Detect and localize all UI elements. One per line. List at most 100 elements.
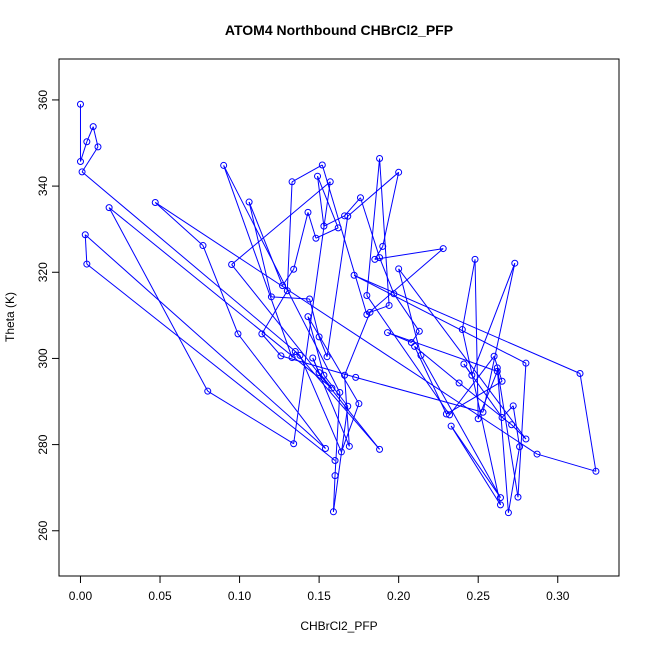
series-segment [84,234,326,449]
series-segment [332,406,349,512]
data-point [288,354,296,362]
series-segment [231,181,331,265]
data-point [245,198,253,206]
data-point [371,255,379,263]
series-segment [496,367,519,498]
data-point [344,212,352,220]
series-segment [261,290,288,335]
series-segment [307,212,317,239]
data-point [304,208,312,216]
data-point [296,351,304,359]
y-tick-label: 280 [36,434,50,454]
x-axis-label: CHBrCl2_PFP [300,619,377,633]
series-segment [450,425,501,498]
series-segment [317,176,339,229]
data-point [304,313,312,321]
data-point [352,373,360,381]
data-point [290,265,298,273]
data-point [329,508,337,516]
data-point [279,282,287,290]
data-point [493,364,501,372]
series-segment [202,245,239,335]
series-segment [312,357,350,447]
series-segment [280,355,356,378]
data-point [504,509,512,517]
series-segment [512,405,521,447]
series-segment [86,263,336,461]
data-point [455,379,463,387]
data-point [328,384,336,392]
series-segment [355,376,484,413]
data-point [228,261,236,269]
x-tick-label: 0.15 [307,589,331,603]
series-segment [323,215,345,227]
series-segment [248,201,283,286]
data-point [533,450,541,458]
series-segment [286,181,293,291]
series-segment [477,371,498,419]
data-point [511,259,519,267]
series-segment [294,351,380,450]
data-point [341,371,349,379]
x-tick-label: 0.05 [148,589,172,603]
x-tick-label: 0.10 [228,589,252,603]
x-tick-label: 0.25 [467,589,491,603]
series-segment [154,202,538,455]
series-segment [496,367,509,513]
data-point [522,359,530,367]
series-segment [379,257,395,294]
data-point [321,444,329,452]
data-point [341,212,349,220]
series-segment [420,355,501,498]
data-point [390,290,398,298]
series-segment [207,390,294,445]
data-point [105,204,113,212]
data-point [363,310,371,318]
data-point [471,255,479,263]
data-point [267,293,275,301]
data-point [460,360,468,368]
chart-title: ATOM4 Northbound CHBrCl2_PFP [225,22,453,38]
series-segment [317,176,325,227]
series-segment [332,475,336,512]
y-tick-label: 320 [36,262,50,282]
series-segment [366,248,444,315]
data-point [395,168,403,176]
data-point [407,338,415,346]
series-segment [154,202,204,246]
data-point [415,327,423,335]
series-segment [474,259,479,419]
series-segment [223,165,341,393]
data-point [496,494,504,502]
series-segment [248,201,272,297]
data-point [447,422,455,430]
data-point [479,408,487,416]
data-point [376,254,384,262]
series-segment [307,316,360,404]
series-segment [321,164,368,315]
series-segment [414,346,447,415]
series-segment [84,234,88,265]
data-point [498,413,506,421]
data-point [493,367,501,375]
data-point [417,351,425,359]
data-point [334,224,342,232]
data-point [355,400,363,408]
data-point [306,295,314,303]
data-point [385,301,393,309]
series-segment [507,446,521,513]
data-point [514,493,522,501]
data-point [314,172,322,180]
y-tick-label: 300 [36,348,50,368]
series-segment [379,158,390,306]
data-point [576,370,584,378]
data-point [220,161,228,169]
series-segment [340,403,360,453]
data-point [458,326,466,334]
data-point [384,329,392,337]
data-point [234,330,242,338]
series-segment [261,333,282,357]
series-segment [271,296,310,300]
data-point [315,369,323,377]
data-point [81,231,89,239]
